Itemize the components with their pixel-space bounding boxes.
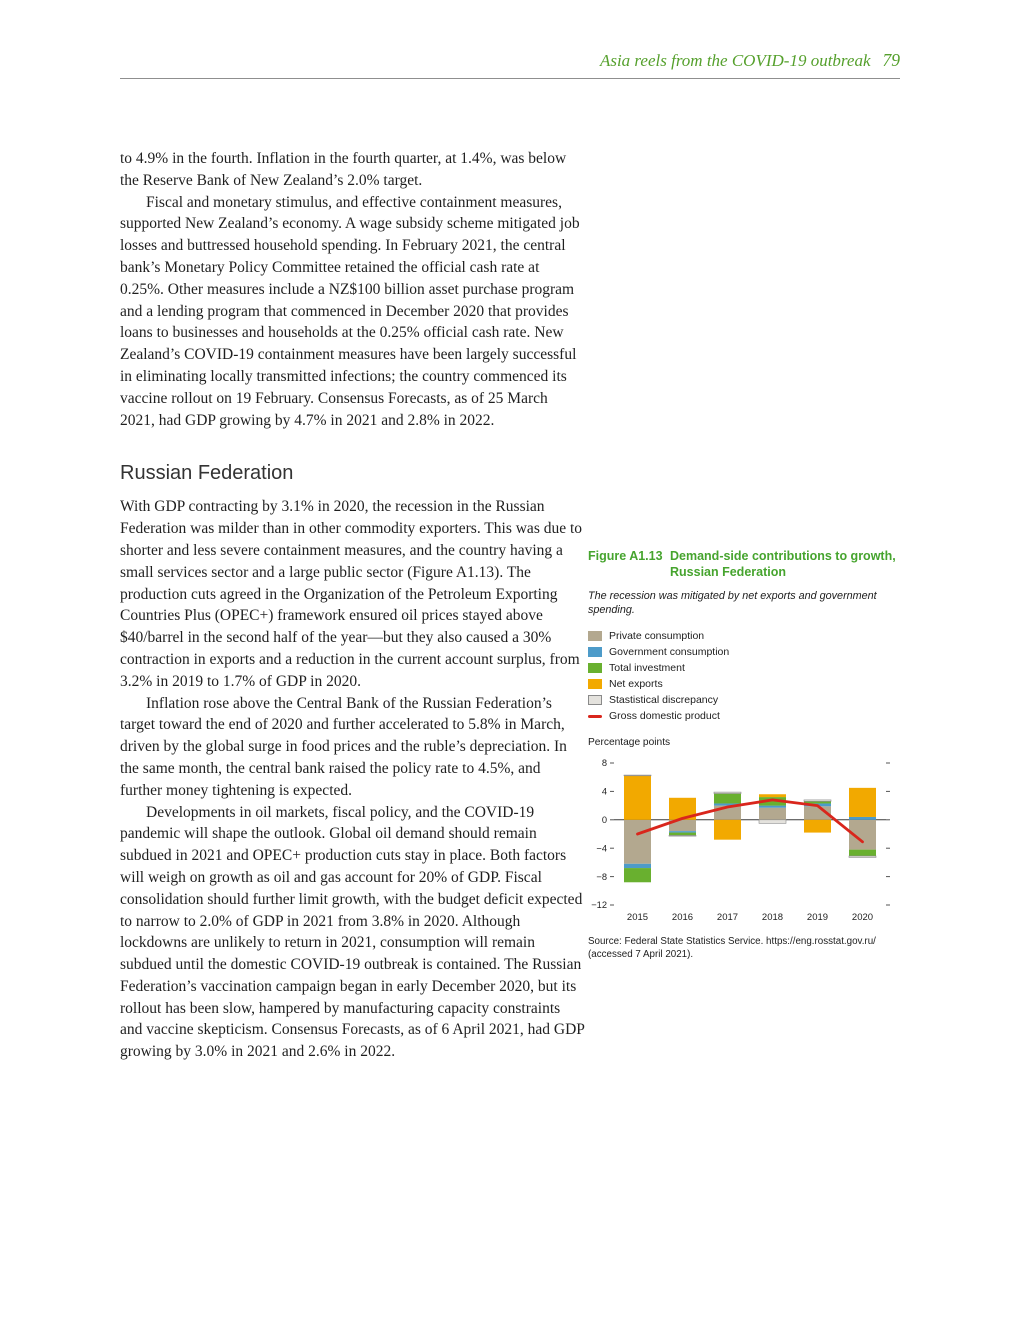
figure-source: Source: Federal State Statistics Service… bbox=[588, 936, 876, 960]
legend-row: Total investment bbox=[588, 660, 902, 676]
svg-text:0: 0 bbox=[602, 815, 607, 825]
legend-swatch-gdp-line bbox=[588, 714, 602, 718]
figure-subtitle: The recession was mitigated by net expor… bbox=[588, 590, 877, 616]
y-axis-units-label: Percentage points bbox=[588, 737, 671, 748]
running-title: Asia reels from the COVID-19 outbreak bbox=[599, 51, 871, 70]
legend-swatch-total-investment bbox=[588, 663, 602, 673]
legend-label: Gross domestic product bbox=[609, 710, 720, 722]
legend-row: Government consumption bbox=[588, 644, 902, 660]
svg-text:2019: 2019 bbox=[807, 912, 828, 923]
legend-label: Private consumption bbox=[609, 630, 705, 642]
svg-text:−8: −8 bbox=[596, 872, 607, 882]
chart-canvas: 8 4 0 −4 −8 −12 2015 2016 2017 2018 2019 2020 bbox=[591, 758, 890, 923]
svg-text:2016: 2016 bbox=[672, 912, 693, 923]
figure-label: Figure A1.13 bbox=[588, 549, 663, 563]
legend-label: Total investment bbox=[609, 662, 685, 674]
running-header: Asia reels from the COVID-19 outbreak 79 bbox=[120, 50, 900, 71]
legend-row: Private consumption bbox=[588, 628, 902, 644]
figure-title-row: Figure A1.13 Demand-side contributions t… bbox=[588, 548, 902, 580]
legend-row: Gross domestic product bbox=[588, 708, 902, 724]
svg-text:2020: 2020 bbox=[852, 912, 873, 923]
legend-label: Stastistical discrepancy bbox=[609, 694, 719, 706]
svg-text:−12: −12 bbox=[591, 900, 607, 910]
page-number: 79 bbox=[882, 50, 901, 70]
svg-text:4: 4 bbox=[602, 787, 607, 797]
svg-text:8: 8 bbox=[602, 758, 607, 768]
legend-swatch-net-exports bbox=[588, 679, 602, 689]
section-heading-russian-federation: Russian Federation bbox=[120, 462, 294, 485]
svg-text:2017: 2017 bbox=[717, 912, 738, 923]
chart-legend: Private consumption Government consumpti… bbox=[588, 628, 902, 724]
paragraph-ru-outlook: Developments in oil markets, fiscal poli… bbox=[120, 803, 585, 1061]
header-rule bbox=[120, 78, 900, 79]
svg-text:2015: 2015 bbox=[627, 912, 648, 923]
svg-text:2018: 2018 bbox=[762, 912, 783, 923]
body-column: to 4.9% in the fourth. Inflation in the … bbox=[120, 148, 586, 1063]
legend-row: Net exports bbox=[588, 676, 902, 692]
legend-swatch-government-consumption bbox=[588, 647, 602, 657]
paragraph-nz-stimulus: Fiscal and monetary stimulus, and effect… bbox=[120, 193, 580, 429]
paragraph-ru-inflation: Inflation rose above the Central Bank of… bbox=[120, 694, 567, 799]
legend-swatch-private-consumption bbox=[588, 631, 602, 641]
legend-row: Stastistical discrepancy bbox=[588, 692, 902, 708]
svg-text:−4: −4 bbox=[596, 843, 607, 853]
legend-label: Net exports bbox=[609, 678, 663, 690]
legend-label: Government consumption bbox=[609, 646, 730, 658]
stacked-bar-chart: 8 4 0 −4 −8 −12 2015 2016 2017 2018 2019 2020 bbox=[588, 751, 902, 931]
figure-title: Demand-side contributions to growth, Rus… bbox=[670, 549, 896, 579]
paragraph-ru-overview: With GDP contracting by 3.1% in 2020, th… bbox=[120, 498, 583, 690]
paragraph-nz-continuation: to 4.9% in the fourth. Inflation in the … bbox=[120, 150, 567, 189]
legend-swatch-statistical-discrepancy bbox=[588, 695, 602, 705]
figure-block: Figure A1.13 Demand-side contributions t… bbox=[588, 548, 902, 961]
